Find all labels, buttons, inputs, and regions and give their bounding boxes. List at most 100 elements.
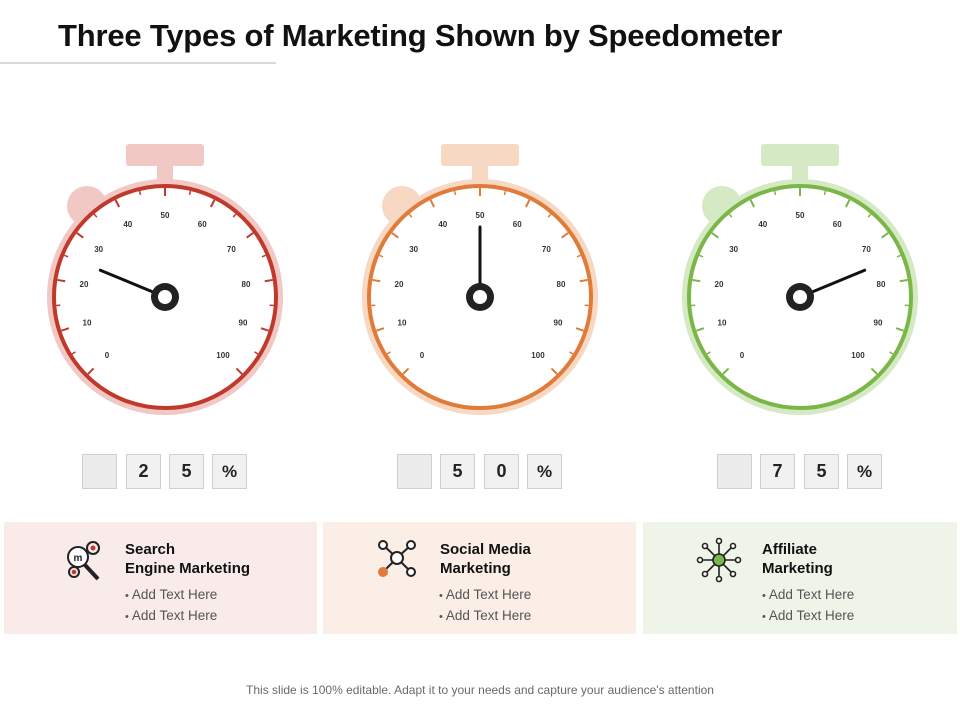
readout-digit-blank xyxy=(82,454,117,489)
gauge-tick-mark xyxy=(547,213,552,218)
gauge-tick-mark xyxy=(749,199,756,208)
gauge-tick-mark xyxy=(728,213,733,218)
gauge-tick-label: 20 xyxy=(395,280,404,289)
gauge-tick-label: 30 xyxy=(94,245,103,254)
gauge-tick-label: 70 xyxy=(542,245,551,254)
social-network-nodes-icon xyxy=(378,540,416,577)
gauge-tick-label: 30 xyxy=(729,245,738,254)
card-social-media-marketing: Social Media Marketing Add Text Here Add… xyxy=(323,522,636,634)
gauge-tick-label: 10 xyxy=(83,318,92,327)
gauge-tick-mark xyxy=(881,232,889,239)
gauge-tick-mark xyxy=(889,351,894,355)
card-heading: Affiliate Marketing xyxy=(762,540,833,578)
gauge-tick-mark xyxy=(899,278,908,283)
readout-percent-sign: % xyxy=(847,454,882,489)
gauge-tick-mark xyxy=(114,199,121,208)
readout-digit-blank xyxy=(717,454,752,489)
gauge-tick-mark xyxy=(254,351,259,355)
card-bullet: Add Text Here xyxy=(439,606,531,627)
gauge-tick-mark xyxy=(429,199,436,208)
gauge-tick-label: 0 xyxy=(420,351,425,360)
stopwatch-crown xyxy=(126,144,204,166)
speedometer-svg: 0 10 20 30 40 50 60 70 80 90 100 xyxy=(362,144,598,415)
readout-digit-tens: 7 xyxy=(760,454,795,489)
gauge-tick-mark xyxy=(188,190,192,196)
gauge-tick-mark xyxy=(209,199,216,208)
speedometer-affiliate: 0 10 20 30 40 50 60 70 80 90 100 xyxy=(675,140,925,430)
gauge-hub-center xyxy=(793,290,807,304)
readout-percent-sign: % xyxy=(212,454,247,489)
gauge-tick-mark xyxy=(524,199,531,208)
gauge-tick-mark xyxy=(246,232,254,239)
stopwatch-stem xyxy=(472,164,488,180)
gauge-tick-label: 80 xyxy=(242,280,251,289)
gauge-tick-mark xyxy=(235,367,243,375)
gauge-tick-label: 80 xyxy=(557,280,566,289)
card-heading: Search Engine Marketing xyxy=(125,540,250,578)
gauge-tick-label: 100 xyxy=(851,351,865,360)
gauge-tick-mark xyxy=(386,351,391,355)
gauge-tick-mark xyxy=(823,190,827,196)
gauge-tick-mark xyxy=(138,190,142,196)
gauge-tick-mark xyxy=(575,327,584,332)
readout-digit-tens: 5 xyxy=(440,454,475,489)
card-bullet-list: Add Text Here Add Text Here xyxy=(762,585,854,627)
card-bullet-list: Add Text Here Add Text Here xyxy=(125,585,217,627)
gauge-tick-label: 90 xyxy=(554,318,563,327)
gauge-tick-label: 50 xyxy=(161,211,170,220)
gauge-tick-mark xyxy=(71,351,76,355)
gauge-tick-mark xyxy=(76,232,84,239)
card-bullet-list: Add Text Here Add Text Here xyxy=(439,585,531,627)
gauge-tick-label: 50 xyxy=(476,211,485,220)
gauge-tick-mark xyxy=(867,213,872,218)
gauge-tick-label: 100 xyxy=(216,351,230,360)
gauge-tick-label: 90 xyxy=(239,318,248,327)
gauge-tick-mark xyxy=(402,367,410,375)
affiliate-network-icon xyxy=(696,537,742,583)
card-heading-line2: Marketing xyxy=(440,560,511,577)
gauge-tick-label: 40 xyxy=(438,220,447,229)
gauge-tick-mark xyxy=(895,327,904,332)
gauge-tick-mark xyxy=(696,327,705,332)
readout-digit-ones: 5 xyxy=(804,454,839,489)
footer-note: This slide is 100% editable. Adapt it to… xyxy=(246,683,714,697)
gauge-tick-label: 20 xyxy=(715,280,724,289)
gauge-tick-label: 50 xyxy=(796,211,805,220)
gauge-tick-mark xyxy=(264,278,273,283)
gauge-tick-mark xyxy=(773,190,777,196)
card-bullet: Add Text Here xyxy=(125,585,217,606)
readout-percent-sign: % xyxy=(527,454,562,489)
gauge-tick-label: 100 xyxy=(531,351,545,360)
readout-digit-ones: 5 xyxy=(169,454,204,489)
gauge-tick-mark xyxy=(503,190,507,196)
card-heading-line1: Search xyxy=(125,541,176,558)
gauge-tick-label: 60 xyxy=(198,220,207,229)
gauge-tick-mark xyxy=(261,254,266,258)
gauge-tick-mark xyxy=(61,327,70,332)
gauge-tick-mark xyxy=(870,367,878,375)
gauge-tick-mark xyxy=(550,367,558,375)
readout-digit-tens: 2 xyxy=(126,454,161,489)
gauge-tick-label: 10 xyxy=(718,318,727,327)
slide-title: Three Types of Marketing Shown by Speedo… xyxy=(58,18,783,53)
gauge-tick-mark xyxy=(711,232,719,239)
card-affiliate-marketing: Affiliate Marketing Add Text Here Add Te… xyxy=(643,522,957,634)
readout-digit-blank xyxy=(397,454,432,489)
stopwatch-stem xyxy=(157,164,173,180)
gauge-tick-mark xyxy=(93,213,98,218)
gauge-tick-label: 40 xyxy=(758,220,767,229)
card-heading-line1: Social Media xyxy=(440,541,531,558)
gauge-tick-mark xyxy=(379,254,384,258)
card-heading: Social Media Marketing xyxy=(440,540,531,578)
speedometer-search-engine: 0 10 20 30 40 50 60 70 80 90 100 xyxy=(40,140,290,430)
gauge-tick-mark xyxy=(579,278,588,283)
gauge-tick-mark xyxy=(569,351,574,355)
gauge-tick-label: 90 xyxy=(874,318,883,327)
gauge-tick-mark xyxy=(408,213,413,218)
card-bullet: Add Text Here xyxy=(125,606,217,627)
card-heading-line2: Marketing xyxy=(762,560,833,577)
stopwatch-stem xyxy=(792,164,808,180)
gauge-tick-mark xyxy=(260,327,269,332)
gauge-tick-mark xyxy=(87,367,95,375)
gauge-tick-mark xyxy=(561,232,569,239)
